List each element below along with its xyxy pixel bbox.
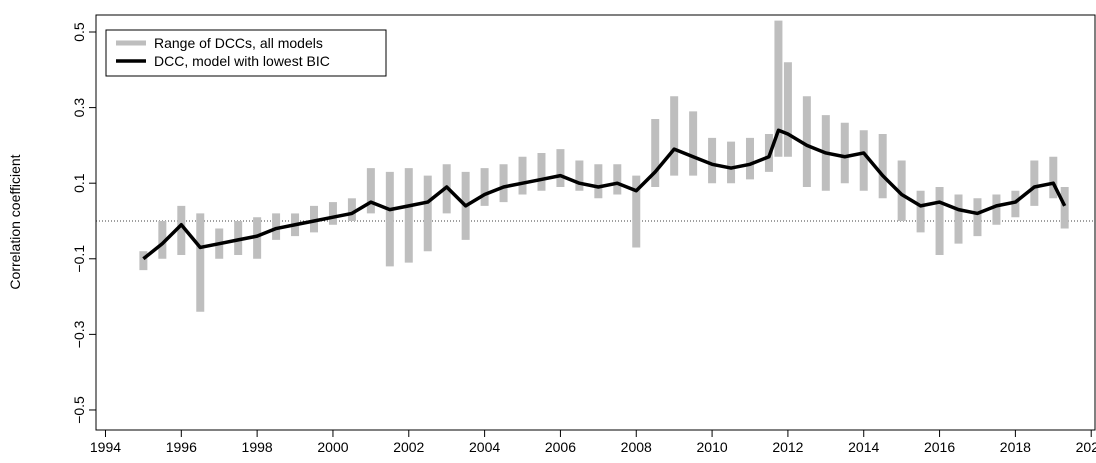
x-tick-label: 1998 [242,439,273,455]
y-tick-label: 0.1 [71,173,87,193]
legend-label: Range of DCCs, all models [154,35,323,51]
x-tick-label: 2006 [545,439,576,455]
x-tick-label: 2018 [1000,439,1031,455]
x-tick-label: 2000 [317,439,348,455]
y-tick-label: 0.3 [71,98,87,118]
x-tick-label: 2012 [772,439,803,455]
y-tick-label: −0.3 [71,320,87,348]
x-tick-label: 2014 [848,439,879,455]
x-tick-label: 2002 [393,439,424,455]
y-tick-label: −0.5 [71,396,87,424]
x-tick-label: 1994 [90,439,121,455]
legend-box [105,29,387,77]
x-tick-label: 2008 [621,439,652,455]
y-tick-label: −0.1 [71,245,87,273]
x-tick-label: 2004 [469,439,500,455]
y-axis-label: Correlation coefficient [7,154,23,289]
plot-frame [95,14,1096,431]
x-tick-label: 2020 [1076,439,1096,455]
x-tick-label: 2010 [697,439,728,455]
y-tick-label: 0.5 [71,22,87,42]
x-tick-label: 1996 [166,439,197,455]
legend-label: DCC, model with lowest BIC [154,53,330,69]
dcc-line [142,128,1067,261]
x-tick-label: 2016 [924,439,955,455]
